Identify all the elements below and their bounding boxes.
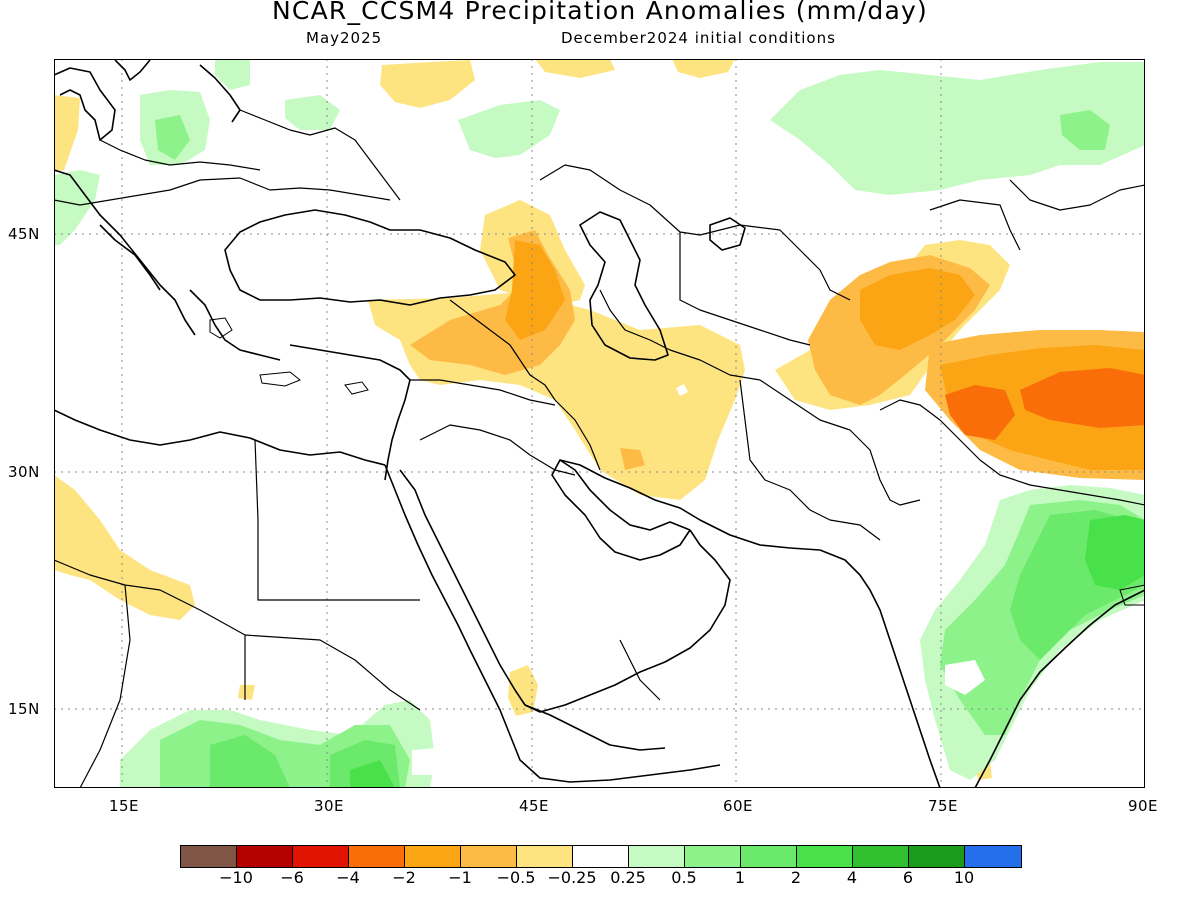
initial-conditions: December2024 initial conditions bbox=[561, 29, 836, 47]
lon-label-15e: 15E bbox=[108, 797, 140, 815]
legend-swatch bbox=[405, 846, 461, 867]
gridlines bbox=[54, 59, 1145, 788]
legend-swatch bbox=[797, 846, 853, 867]
forecast-month: May2025 bbox=[306, 29, 383, 47]
shading-dry-4 bbox=[945, 368, 1145, 440]
legend-swatch bbox=[181, 846, 237, 867]
legend-label: −0.25 bbox=[547, 868, 597, 887]
coastlines bbox=[54, 59, 1145, 788]
legend-swatch bbox=[293, 846, 349, 867]
lat-label-45n: 45N bbox=[8, 225, 40, 243]
legend-label: 2 bbox=[790, 868, 802, 887]
legend-swatch bbox=[741, 846, 797, 867]
lon-label-90e: 90E bbox=[1127, 797, 1159, 815]
legend-label: 1 bbox=[734, 868, 746, 887]
lon-label-75e: 75E bbox=[927, 797, 959, 815]
map-title: NCAR_CCSM4 Precipitation Anomalies (mm/d… bbox=[272, 0, 928, 25]
anomaly-map bbox=[54, 59, 1145, 788]
shading-wet-4 bbox=[350, 515, 1145, 788]
legend-swatch bbox=[517, 846, 573, 867]
legend-swatch bbox=[965, 846, 1021, 867]
lon-label-30e: 30E bbox=[313, 797, 345, 815]
legend-label: −10 bbox=[219, 868, 253, 887]
islands bbox=[209, 317, 1145, 606]
lat-label-30n: 30N bbox=[8, 463, 40, 481]
legend-label: 0.25 bbox=[610, 868, 646, 887]
legend-label: 4 bbox=[846, 868, 858, 887]
legend-swatch bbox=[629, 846, 685, 867]
legend-swatch bbox=[349, 846, 405, 867]
legend-swatch bbox=[909, 846, 965, 867]
legend-swatch bbox=[461, 846, 517, 867]
legend-swatch bbox=[685, 846, 741, 867]
legend-label: −4 bbox=[336, 868, 360, 887]
legend-label: 6 bbox=[902, 868, 914, 887]
color-legend bbox=[180, 845, 1022, 868]
shading-neutral-holes bbox=[412, 384, 985, 775]
lon-label-60e: 60E bbox=[722, 797, 754, 815]
lon-label-45e: 45E bbox=[518, 797, 550, 815]
legend-label: 10 bbox=[953, 868, 975, 887]
legend-label: −1 bbox=[448, 868, 472, 887]
borders bbox=[54, 109, 1145, 788]
legend-swatch bbox=[853, 846, 909, 867]
legend-label: −6 bbox=[280, 868, 304, 887]
legend-label: −2 bbox=[392, 868, 416, 887]
legend-swatch bbox=[573, 846, 629, 867]
legend-label: 0.5 bbox=[671, 868, 697, 887]
legend-swatch bbox=[237, 846, 293, 867]
legend-label: −0.5 bbox=[496, 868, 536, 887]
lat-label-15n: 15N bbox=[8, 700, 40, 718]
